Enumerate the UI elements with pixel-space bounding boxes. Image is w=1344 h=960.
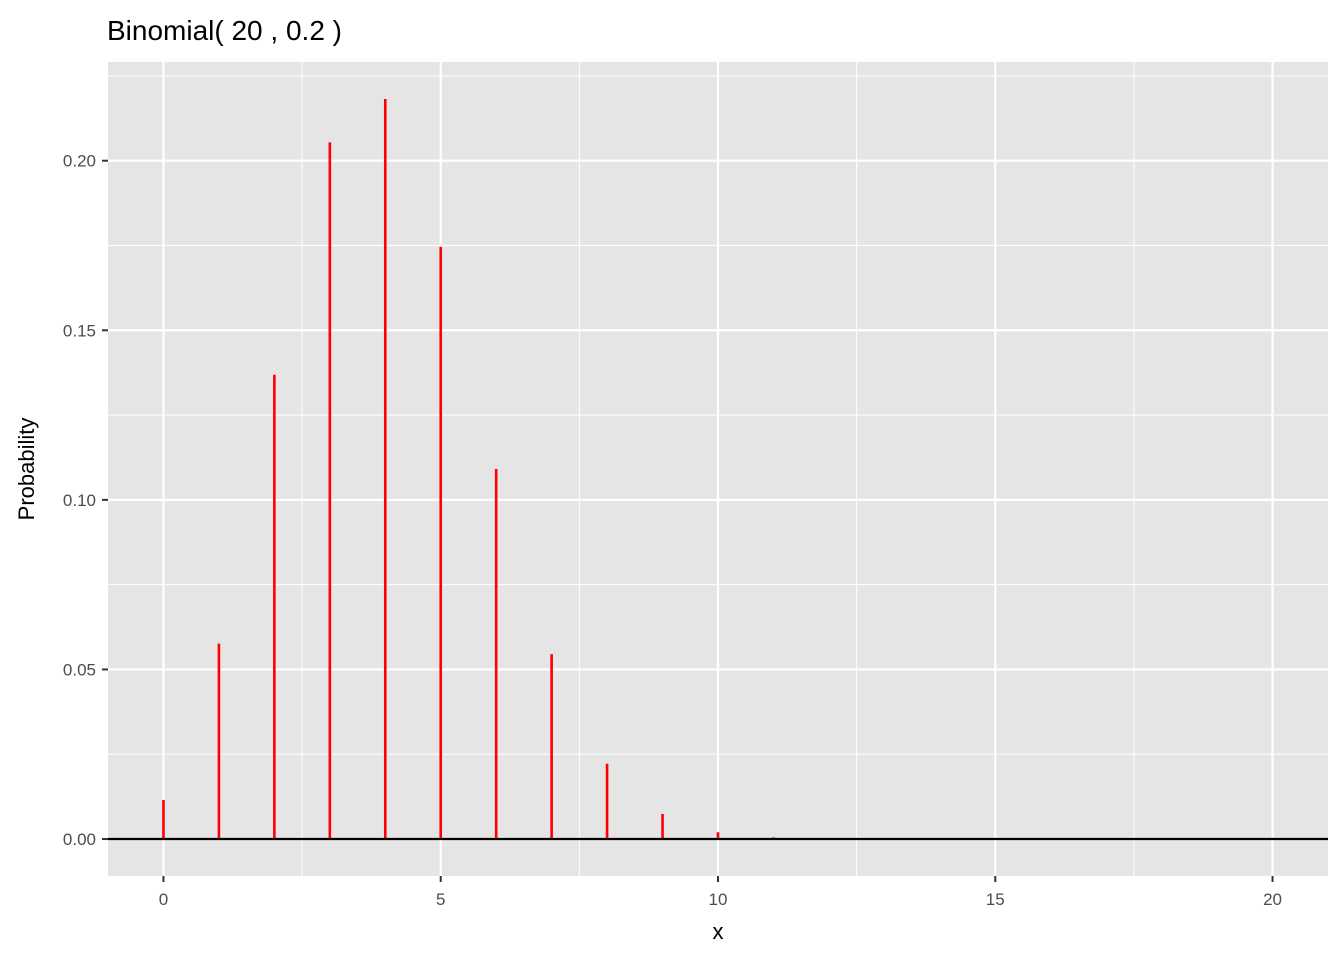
chart-title: Binomial( 20 , 0.2 ) bbox=[107, 15, 342, 46]
y-axis-title: Probability bbox=[14, 418, 39, 521]
y-axis: 0.00 0.05 0.10 0.15 0.20 bbox=[63, 152, 108, 849]
plot-panel bbox=[108, 62, 1328, 876]
x-axis: 0 5 10 15 20 bbox=[159, 876, 1282, 909]
y-tick-label: 0.05 bbox=[63, 660, 96, 679]
y-tick-label: 0.20 bbox=[63, 152, 96, 171]
probability-lines bbox=[162, 98, 831, 840]
y-tick-label: 0.00 bbox=[63, 830, 96, 849]
x-tick-label: 10 bbox=[709, 890, 728, 909]
x-tick-label: 20 bbox=[1263, 890, 1282, 909]
x-tick-label: 0 bbox=[159, 890, 168, 909]
x-tick-label: 15 bbox=[986, 890, 1005, 909]
x-tick-label: 5 bbox=[436, 890, 445, 909]
x-axis-title: x bbox=[713, 919, 724, 944]
y-tick-label: 0.10 bbox=[63, 491, 96, 510]
y-tick-label: 0.15 bbox=[63, 321, 96, 340]
